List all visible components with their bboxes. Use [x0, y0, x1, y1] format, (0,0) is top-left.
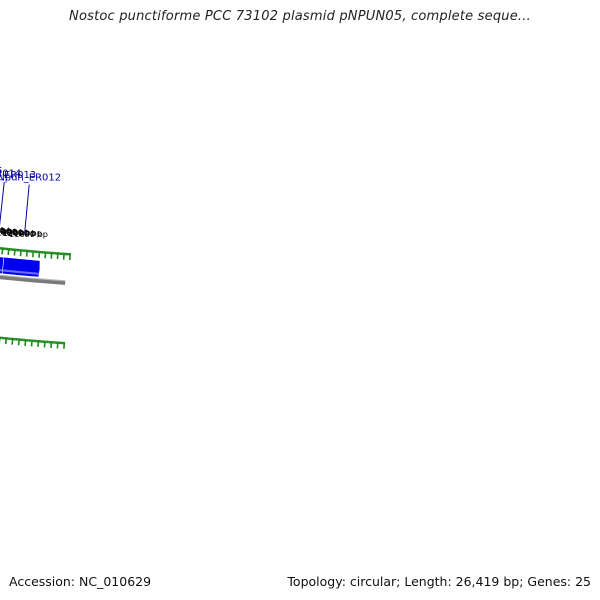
outer-ruler-tick: [50, 251, 53, 259]
ruler-label: 12000 bp: [3, 228, 42, 238]
ruler-label: 13200 bp: [0, 224, 5, 234]
map-title: Nostoc punctiforme PCC 73102 plasmid pNP…: [69, 9, 531, 24]
backbone-track: [0, 274, 66, 285]
inner-ruler-tick: [50, 340, 53, 349]
inner-ruler: [0, 336, 66, 349]
outer-ruler: [0, 247, 72, 261]
summary-text: Topology: circular; Length: 26,419 bp; G…: [287, 574, 591, 589]
accession-text: Accession: NC_010629: [9, 574, 152, 589]
outer-ruler-tick: [1, 247, 4, 255]
ruler-label: 12600 bp: [0, 226, 24, 236]
gene-label[interactable]: Npun_ER015: [0, 166, 3, 177]
ruler-label: 12400 bp: [0, 227, 30, 237]
inner-ruler-tick: [37, 339, 40, 348]
inner-ruler-tick: [30, 339, 33, 347]
ruler-label: 11800 bp: [9, 229, 48, 239]
inner-ruler-tick: [43, 340, 46, 348]
outer-ruler-tick: [19, 249, 22, 257]
outer-ruler-tick: [38, 250, 41, 258]
ruler-label: 13000 bp: [0, 225, 12, 235]
backbone-line: [0, 275, 66, 285]
outer-ruler-tick: [13, 248, 16, 256]
outer-ruler-tick: [56, 252, 59, 260]
inner-ruler-tick: [24, 338, 27, 346]
ruler-label: 12200 bp: [0, 228, 36, 238]
inner-ruler-tick: [4, 337, 8, 345]
outer-ruler-tick: [32, 250, 35, 258]
inner-ruler-tick: [11, 337, 14, 345]
gene-label[interactable]: Npun_ER014: [0, 168, 21, 179]
gene-label-leader: [24, 184, 30, 234]
outer-ruler-tick: [25, 249, 29, 257]
inner-ruler-tick: [17, 338, 21, 346]
outer-ruler-tick: [7, 247, 10, 255]
gene-arrow-shine: [0, 269, 3, 272]
backbone-highlight: [0, 274, 66, 282]
gene-track: [0, 257, 40, 277]
gene-label[interactable]: Npun_ER013: [0, 170, 36, 181]
gene-label-leader: [0, 182, 5, 227]
gene-labels: Npun_ER012Npun_ER013Npun_ER014Npun_ER015: [0, 166, 61, 234]
gene-label[interactable]: Npun_ER012: [0, 173, 61, 184]
gene-arrow-shine: [2, 269, 39, 275]
ruler-label: 12800 bp: [0, 226, 18, 236]
outer-ruler-tick: [44, 251, 47, 259]
